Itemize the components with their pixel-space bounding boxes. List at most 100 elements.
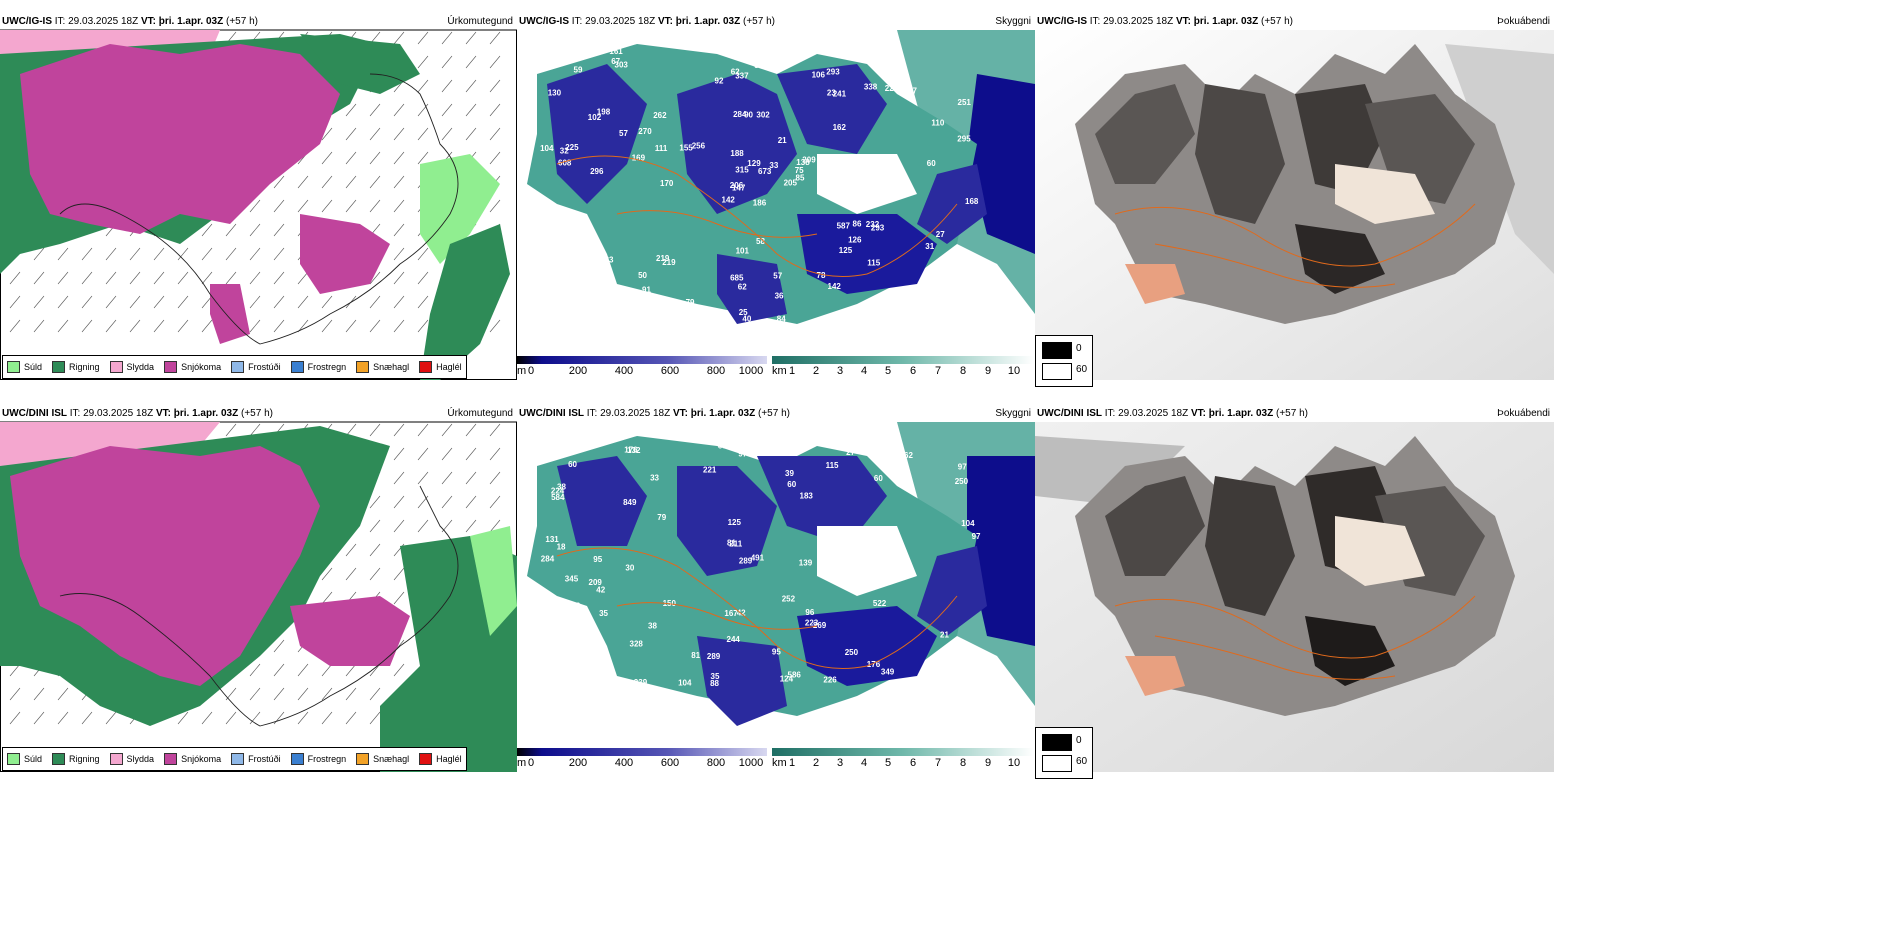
cloud-base-label: 78: [817, 271, 826, 280]
cloud-base-scale: [517, 356, 767, 364]
panel-header: UWC/DINI ISL IT: 29.03.2025 18Z VT: þri.…: [1035, 406, 1554, 422]
wind-barb: [105, 271, 117, 285]
cloud-base-label: 608: [558, 158, 572, 167]
cloud-base-label: 162: [833, 123, 847, 132]
legend-item: Snæhagl: [356, 753, 409, 765]
wind-barb: [177, 319, 189, 333]
wind-barb: [489, 103, 501, 117]
wind-barb: [369, 543, 381, 557]
cloud-base-label: 86: [853, 220, 862, 229]
wind-barb: [393, 295, 405, 309]
wind-barb: [273, 639, 285, 653]
wind-barb: [9, 319, 21, 333]
wind-barb: [129, 295, 141, 309]
wind-barb: [273, 663, 285, 677]
wind-barb: [249, 223, 261, 237]
cloud-base-label: 262: [653, 111, 667, 120]
visibility-colorbar-2: km 1 2 3 4 5 6 7 8 9 10: [772, 748, 1034, 772]
cloud-base-label: 345: [565, 574, 579, 583]
wind-barb: [177, 271, 189, 285]
wind-barb: [321, 175, 333, 189]
wind-barb: [393, 31, 405, 45]
wind-barb: [393, 247, 405, 261]
wind-barb: [345, 687, 357, 701]
cloud-base-label: 39: [785, 469, 794, 478]
wind-barb: [297, 199, 309, 213]
cloud-base-label: 56: [654, 691, 663, 700]
cloud-base-label: 115: [826, 461, 839, 470]
cloud-base-label: 82: [579, 440, 588, 449]
cloud-base-label: 338: [864, 83, 878, 92]
wind-barb: [273, 295, 285, 309]
cloud-base-scale: [517, 748, 767, 756]
cloud-base-label: 188: [730, 149, 744, 158]
wind-barb: [33, 687, 45, 701]
model-name: UWC/IG-IS: [2, 16, 52, 27]
wind-barb: [81, 319, 93, 333]
wind-barb: [441, 127, 453, 141]
cloud-base-labels: 2849741097224138209183125262491522604584…: [541, 439, 981, 717]
wind-barb: [489, 423, 501, 437]
cloud-base-colorbar-1: m 0 200 400 600 800 1000: [517, 356, 767, 380]
wind-barb: [273, 175, 285, 189]
cloud-base-label: 36: [775, 292, 784, 301]
cloud-base-labels: 1861021471382192933022412053031082962511…: [540, 47, 979, 323]
wind-barb: [489, 447, 501, 461]
cloud-base-label: 349: [881, 668, 895, 677]
wind-barb: [57, 295, 69, 309]
wind-barb: [465, 519, 477, 533]
cloud-base-label: 111: [655, 144, 668, 153]
legend-item: Súld: [7, 361, 42, 373]
wind-barb: [417, 447, 429, 461]
cloud-base-label: 251: [958, 98, 972, 107]
cloud-base-label: 104: [540, 144, 554, 153]
cloud-base-label: 23: [827, 89, 836, 98]
cloud-base-label: 673: [758, 167, 772, 176]
cloud-base-label: 119: [567, 602, 580, 611]
wind-barb: [105, 319, 117, 333]
wind-barb: [417, 423, 429, 437]
cloud-base-label: 410: [865, 528, 879, 537]
cloud-base-label: 60: [927, 159, 936, 168]
wind-barb: [249, 663, 261, 677]
wind-barb: [57, 687, 69, 701]
wind-barb: [369, 423, 381, 437]
legend-item: Slydda: [109, 361, 154, 373]
cloud-base-label: 97: [958, 462, 967, 471]
wind-barb: [9, 295, 21, 309]
wind-barb: [393, 447, 405, 461]
panel-header: UWC/IG-IS IT: 29.03.2025 18Z VT: þri. 1.…: [0, 14, 517, 30]
cloud-base-label: 60: [787, 480, 796, 489]
precip-legend-2: Súld Rigning Slydda Snjókoma Frostúði Fr…: [2, 747, 467, 771]
legend-item: Snæhagl: [356, 361, 409, 373]
wind-barb: [393, 319, 405, 333]
panel-title: Þokuábendi: [1497, 408, 1550, 419]
wind-barb: [201, 271, 213, 285]
wind-barb: [273, 319, 285, 333]
cloud-base-label: 30: [625, 564, 634, 573]
wind-barb: [177, 295, 189, 309]
cloud-base-label: 129: [747, 159, 761, 168]
cloud-base-label: 142: [828, 282, 842, 291]
wind-barb: [441, 31, 453, 45]
cloud-base-label: 81: [727, 538, 736, 547]
wind-barb: [393, 103, 405, 117]
cloud-base-label: 303: [615, 61, 629, 70]
wind-barb: [489, 127, 501, 141]
cloud-base-label: 62: [738, 283, 747, 292]
wind-barb: [297, 295, 309, 309]
cloud-base-label: 222: [885, 84, 899, 93]
cloud-base-label: 33: [605, 256, 614, 265]
wind-barb: [177, 711, 189, 725]
cloud-base-label: 60: [568, 460, 577, 469]
cloud-base-label: 167: [724, 609, 738, 618]
cloud-base-label: 198: [597, 107, 611, 116]
cloud-base-label: 89: [592, 261, 601, 270]
wind-barb: [321, 591, 333, 605]
cloud-base-label: 584: [551, 493, 565, 502]
wind-barb: [489, 55, 501, 69]
wind-barb: [297, 319, 309, 333]
wind-barb: [201, 711, 213, 725]
cloud-base-label: 81: [691, 651, 700, 660]
wind-barb: [393, 591, 405, 605]
